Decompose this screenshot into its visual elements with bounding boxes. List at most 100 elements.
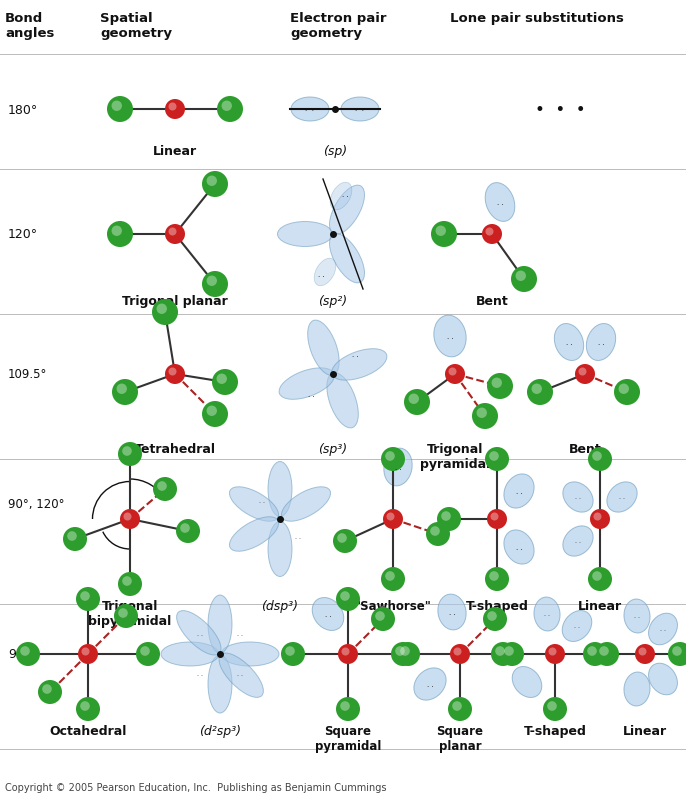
Circle shape [206,276,217,286]
Circle shape [482,225,502,245]
Text: . .: . . [259,499,265,504]
Circle shape [122,447,132,456]
Ellipse shape [221,642,279,666]
Text: . .: . . [447,334,453,339]
Text: . .: . . [574,624,580,629]
Circle shape [136,642,160,666]
Text: "Sawhorse": "Sawhorse" [355,599,431,612]
Text: Linear: Linear [153,145,197,158]
Text: Linear: Linear [578,599,622,612]
Circle shape [472,403,498,429]
Circle shape [483,607,507,631]
Text: Bent: Bent [475,294,508,308]
Circle shape [441,512,451,521]
Text: . .: . . [307,391,314,398]
Ellipse shape [504,530,534,565]
Circle shape [118,609,128,618]
Text: (sp): (sp) [323,145,347,158]
Ellipse shape [332,349,387,381]
Ellipse shape [563,611,592,642]
Circle shape [78,644,98,664]
Text: 109.5°: 109.5° [8,368,47,381]
Circle shape [152,300,178,326]
Circle shape [206,176,217,187]
Ellipse shape [219,653,263,698]
Text: . .: . . [427,681,434,687]
Ellipse shape [291,98,329,122]
Text: . .: . . [318,272,324,277]
Ellipse shape [414,668,446,700]
Text: . .: . . [237,671,243,677]
Circle shape [76,587,100,611]
Circle shape [333,529,357,553]
Circle shape [386,512,394,520]
Text: . .: . . [449,610,456,615]
Text: T-shaped: T-shaped [466,599,528,612]
Text: . .: . . [516,488,522,494]
Circle shape [20,646,29,656]
Circle shape [532,384,542,395]
Ellipse shape [278,222,333,247]
Text: . .: . . [660,626,666,632]
Circle shape [391,642,415,666]
Circle shape [527,379,553,406]
Circle shape [492,378,502,388]
Ellipse shape [330,183,352,210]
Circle shape [668,642,686,666]
Text: . .: . . [634,614,640,618]
Text: Copyright © 2005 Pearson Education, Inc.  Publishing as Benjamin Cummings: Copyright © 2005 Pearson Education, Inc.… [5,782,386,792]
Ellipse shape [314,259,336,286]
Circle shape [583,642,607,666]
Circle shape [122,577,132,586]
Ellipse shape [384,448,412,486]
Ellipse shape [563,482,593,512]
Circle shape [165,365,185,384]
Ellipse shape [563,526,593,557]
Text: Linear: Linear [623,724,667,737]
Circle shape [285,646,295,656]
Text: . .: . . [544,612,550,617]
Ellipse shape [329,186,364,235]
Circle shape [495,646,505,656]
Circle shape [140,646,150,656]
Circle shape [592,452,602,461]
Text: . .: . . [237,632,243,637]
Circle shape [395,646,405,656]
Text: Bent: Bent [569,443,602,456]
Circle shape [375,611,385,621]
Circle shape [426,522,450,546]
Ellipse shape [208,655,232,713]
Ellipse shape [624,599,650,634]
Circle shape [118,573,142,596]
Circle shape [281,642,305,666]
Circle shape [202,172,228,198]
Circle shape [112,101,122,111]
Text: . .: . . [295,535,301,540]
Circle shape [114,604,138,628]
Text: Lone pair substitutions: Lone pair substitutions [450,12,624,25]
Circle shape [592,572,602,581]
Ellipse shape [229,487,279,521]
Circle shape [516,271,526,282]
Ellipse shape [281,487,331,521]
Circle shape [340,701,350,711]
Circle shape [338,533,347,543]
Circle shape [575,365,595,384]
Text: . .: . . [352,351,358,358]
Circle shape [672,646,682,656]
Circle shape [342,648,349,656]
Circle shape [336,697,360,721]
Circle shape [449,368,456,376]
Circle shape [486,229,493,237]
Ellipse shape [648,663,678,695]
Circle shape [448,697,472,721]
Circle shape [156,304,167,314]
Ellipse shape [504,474,534,508]
Circle shape [635,644,655,664]
Circle shape [169,229,176,237]
Circle shape [80,591,90,601]
Circle shape [176,520,200,543]
Circle shape [165,100,185,119]
Circle shape [543,697,567,721]
Circle shape [123,512,132,520]
